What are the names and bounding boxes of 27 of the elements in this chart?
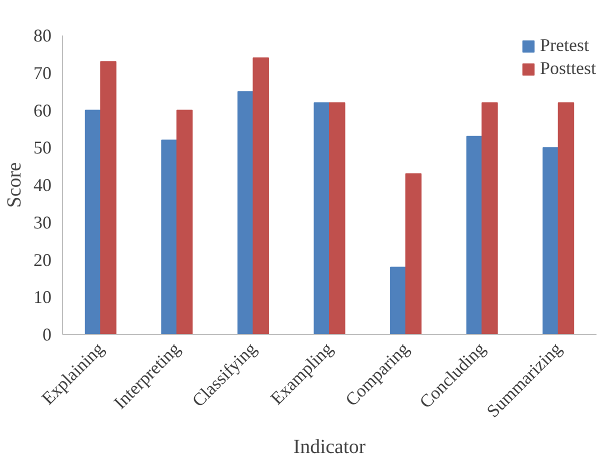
y-tick-label: 70 — [34, 62, 52, 83]
bar — [84, 110, 102, 334]
y-tick-label: 20 — [34, 250, 52, 270]
bar — [390, 266, 406, 334]
y-tick-label: 40 — [34, 175, 52, 195]
bar — [405, 173, 422, 334]
y-tick-label: 30 — [34, 212, 52, 232]
bar — [558, 102, 574, 334]
bar — [542, 147, 559, 334]
bar — [100, 61, 116, 334]
x-axis-title: Indicator — [293, 436, 366, 458]
bar — [329, 102, 346, 334]
bar — [252, 57, 269, 334]
bar — [176, 110, 193, 334]
bar — [482, 102, 498, 334]
y-tick-label: 60 — [34, 100, 52, 120]
bar — [237, 91, 254, 334]
y-tick-label: 10 — [34, 287, 52, 308]
y-axis-title: Score — [4, 162, 26, 208]
bar — [314, 102, 330, 334]
bar — [161, 140, 178, 334]
y-tick-label: 80 — [34, 26, 52, 46]
y-tick-label: 0 — [42, 324, 52, 344]
legend-label: Pretest — [540, 35, 589, 56]
bar — [466, 136, 483, 334]
legend-label: Posttest — [540, 58, 596, 79]
y-tick-label: 50 — [34, 138, 52, 158]
